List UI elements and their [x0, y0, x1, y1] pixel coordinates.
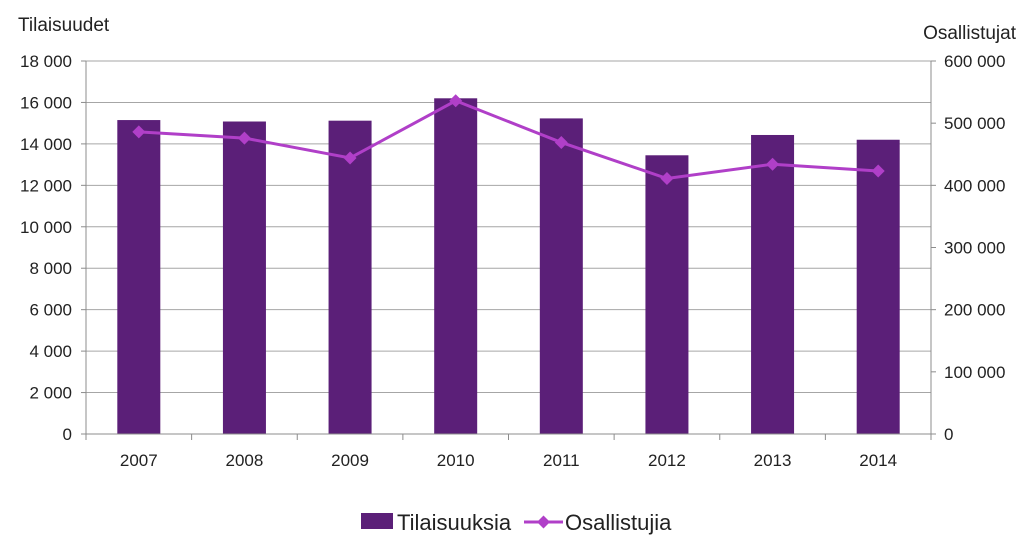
point-osallistujia-2009	[343, 151, 357, 165]
right-tick-label: 300 000	[944, 239, 1005, 258]
line-series	[132, 94, 885, 185]
right-tick-label: 0	[944, 425, 953, 444]
right-tick-label: 600 000	[944, 52, 1005, 71]
axes	[85, 61, 932, 435]
x-tick-label: 2009	[331, 451, 369, 470]
bar-tilaisuuksia-2010	[434, 98, 478, 435]
legend-swatch-tilaisuuksia	[361, 513, 393, 529]
right-axis-title: Osallistujat	[923, 23, 1017, 44]
left-tick-label: 2 000	[29, 384, 72, 403]
x-tick-label: 2012	[648, 451, 686, 470]
point-osallistujia-2012	[660, 171, 674, 185]
x-axis-ticks: 2007 2008 2009 2010 2011 2012 2013 2014	[85, 434, 932, 470]
line-osallistujia	[138, 99, 879, 181]
x-tick-label: 2014	[859, 451, 897, 470]
bar-tilaisuuksia-2011	[539, 118, 583, 434]
legend-label-tilaisuuksia: Tilaisuuksia	[397, 510, 512, 535]
right-tick-label: 400 000	[944, 176, 1005, 195]
right-axis-ticks: 0 100 000 200 000 300 000 400 000 500 000 600 …	[931, 52, 1005, 444]
left-tick-label: 8 000	[29, 259, 72, 278]
legend: Tilaisuuksia Osallistujia	[361, 510, 672, 535]
right-tick-label: 500 000	[944, 114, 1005, 133]
left-tick-label: 6 000	[29, 301, 72, 320]
bar-tilaisuuksia-2014	[856, 139, 900, 434]
right-tick-label: 100 000	[944, 363, 1005, 382]
left-tick-label: 10 000	[20, 218, 72, 237]
bar-tilaisuuksia-2012	[645, 155, 689, 434]
left-tick-label: 12 000	[20, 176, 72, 195]
point-osallistujia-2014	[871, 164, 885, 178]
bar-series	[117, 98, 900, 435]
point-osallistujia-2008	[237, 131, 251, 145]
x-tick-label: 2008	[226, 451, 264, 470]
legend-marker-osallistujia	[537, 515, 550, 529]
left-axis-ticks: 0 2 000 4 000 6 000 8 000 10 000 12 000 14 000 1…	[20, 52, 86, 444]
point-osallistujia-2007	[132, 125, 146, 139]
right-tick-label: 200 000	[944, 301, 1005, 320]
left-tick-label: 18 000	[20, 52, 72, 71]
left-tick-label: 14 000	[20, 135, 72, 154]
legend-label-osallistujia: Osallistujia	[565, 510, 672, 535]
bar-tilaisuuksia-2007	[117, 120, 161, 434]
left-tick-label: 16 000	[20, 93, 72, 112]
gridlines	[86, 60, 931, 394]
bar-tilaisuuksia-2008	[222, 121, 266, 435]
x-tick-label: 2013	[754, 451, 792, 470]
x-tick-label: 2011	[543, 451, 580, 470]
left-tick-label: 4 000	[29, 342, 72, 361]
point-osallistujia-2010	[449, 94, 463, 108]
point-osallistujia-2011	[554, 135, 568, 149]
x-tick-label: 2010	[437, 451, 475, 470]
bar-tilaisuuksia-2013	[751, 134, 795, 434]
point-osallistujia-2013	[766, 157, 780, 171]
left-axis-title: Tilaisuudet	[18, 15, 110, 36]
bar-tilaisuuksia-2009	[328, 120, 372, 435]
left-tick-label: 0	[63, 425, 72, 444]
x-tick-label: 2007	[120, 451, 158, 470]
